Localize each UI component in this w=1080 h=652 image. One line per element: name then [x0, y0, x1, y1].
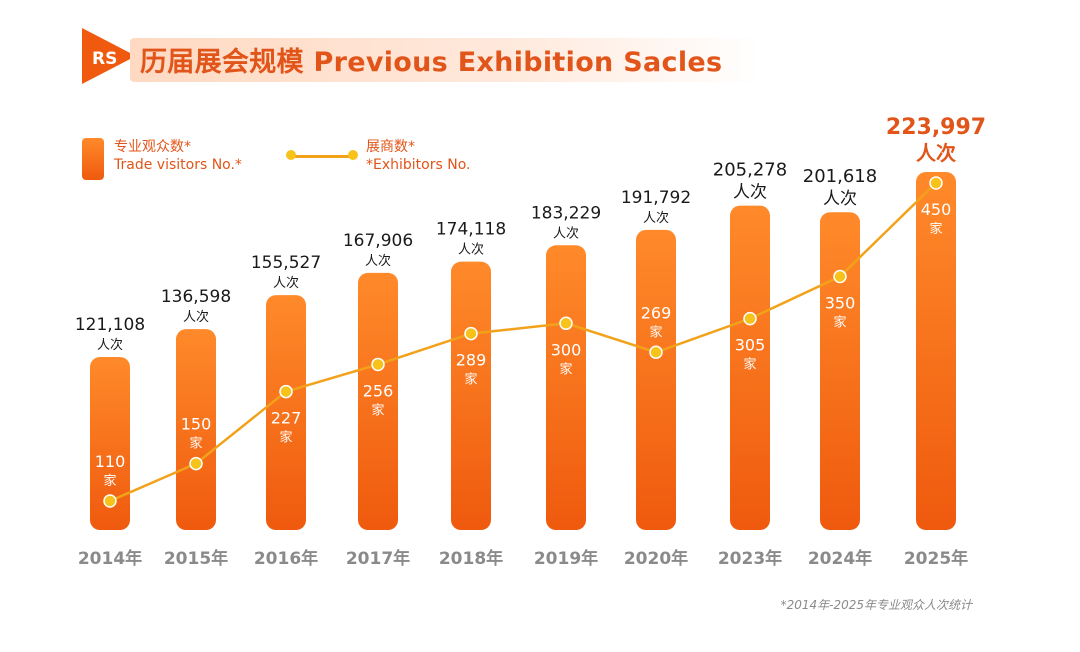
logo-text: RS: [92, 49, 117, 69]
visitors-label: 191,792: [621, 188, 691, 208]
exhibitors-unit: 家: [649, 324, 662, 340]
x-tick-label: 2024年: [808, 548, 872, 569]
page-title: 历届展会规模 Previous Exhibition Sacles: [140, 47, 723, 78]
exhibitors-point-2017年: [371, 357, 385, 372]
exhibitors-label: 269: [641, 303, 672, 322]
visitors-unit: 人次: [365, 253, 391, 269]
visitors-label: 121,108: [75, 315, 145, 335]
exhibitors-label: 110: [95, 452, 126, 471]
bar-2015年: [176, 329, 216, 530]
bar-2016年: [266, 295, 306, 530]
legend-line-swatch: [286, 138, 358, 180]
exhibitors-unit: 家: [559, 361, 572, 377]
visitors-label: 223,997: [886, 115, 986, 140]
exhibitors-unit: 家: [103, 473, 116, 489]
bar-2024年: [820, 212, 860, 531]
visitors-label: 183,229: [531, 203, 601, 223]
bar-2023年: [730, 205, 770, 530]
exhibitors-label: 227: [271, 409, 302, 428]
legend-visitors-cn: 专业观众数*: [114, 139, 191, 155]
bar-2017年: [358, 272, 398, 530]
bar-2020年: [636, 229, 676, 530]
legend-exhibitors-cn: 展商数*: [366, 139, 415, 155]
visitors-unit: 人次: [183, 309, 209, 325]
visitors-unit: 人次: [643, 210, 669, 226]
legend-visitors: 专业观众数* Trade visitors No.*: [82, 138, 242, 180]
exhibitors-label: 150: [181, 415, 212, 434]
legend-exhibitors-en: *Exhibitors No.: [366, 157, 471, 173]
x-tick-label: 2025年: [904, 548, 968, 569]
exhibitors-point-2014年: [103, 494, 117, 508]
title-highlight-bar: [130, 38, 760, 82]
exhibitors-label: 305: [735, 336, 766, 355]
x-tick-label: 2017年: [346, 548, 410, 569]
x-tick-label: 2019年: [534, 548, 598, 569]
exhibitors-label: 300: [551, 340, 582, 359]
bar-2019年: [546, 245, 586, 530]
visitors-label: 205,278: [713, 160, 787, 181]
exhibitors-unit: 家: [464, 372, 477, 388]
bar-2014年: [90, 357, 130, 530]
exhibitors-label: 256: [363, 381, 394, 400]
visitors-label: 167,906: [343, 231, 413, 251]
visitors-unit: 人次: [458, 242, 484, 258]
exhibitors-unit: 家: [371, 402, 384, 418]
x-tick-label: 2014年: [78, 548, 142, 569]
exhibitors-unit: 家: [743, 357, 756, 373]
exhibitors-label: 350: [825, 294, 856, 313]
x-tick-label: 2015年: [164, 548, 228, 569]
exhibitors-unit: 家: [929, 221, 942, 237]
bar-2018年: [451, 261, 491, 530]
exhibitors-unit: 家: [833, 315, 846, 331]
visitors-label: 155,527: [251, 253, 321, 273]
visitors-unit: 人次: [97, 337, 123, 353]
exhibitors-point-2025年: [929, 176, 943, 190]
visitors-unit: 人次: [273, 275, 299, 291]
rs-logo: RS: [82, 28, 136, 84]
visitors-label: 136,598: [161, 287, 231, 307]
exhibitors-point-2024年: [833, 269, 847, 284]
exhibitors-point-2015年: [189, 456, 203, 471]
footnote: *2014年-2025年专业观众人次统计: [780, 598, 972, 612]
x-tick-label: 2020年: [624, 548, 688, 569]
x-tick-label: 2016年: [254, 548, 318, 569]
exhibitors-unit: 家: [189, 436, 202, 452]
bar-2025年: [916, 172, 956, 530]
visitors-unit: 人次: [733, 183, 767, 203]
exhibitors-point-2020年: [649, 345, 663, 360]
exhibitors-point-2023年: [743, 311, 757, 326]
exhibitors-label: 289: [456, 351, 487, 370]
visitors-unit: 人次: [916, 141, 956, 165]
exhibitors-point-2019年: [559, 316, 573, 331]
exhibitors-unit: 家: [279, 430, 292, 446]
exhibitors-label: 450: [921, 200, 952, 219]
legend-exhibitors: 展商数* *Exhibitors No.: [286, 138, 470, 180]
exhibitors-point-2016年: [279, 384, 293, 399]
visitors-unit: 人次: [823, 189, 857, 209]
exhibitors-point-2018年: [464, 326, 478, 341]
visitors-unit: 人次: [553, 225, 579, 241]
visitors-label: 201,618: [803, 166, 877, 187]
legend-bar-swatch: [82, 138, 104, 180]
x-tick-label: 2023年: [718, 548, 782, 569]
visitors-label: 174,118: [436, 220, 506, 240]
exhibitors-line: [109, 182, 937, 503]
legend-visitors-en: Trade visitors No.*: [114, 157, 242, 173]
x-tick-label: 2018年: [439, 548, 503, 569]
